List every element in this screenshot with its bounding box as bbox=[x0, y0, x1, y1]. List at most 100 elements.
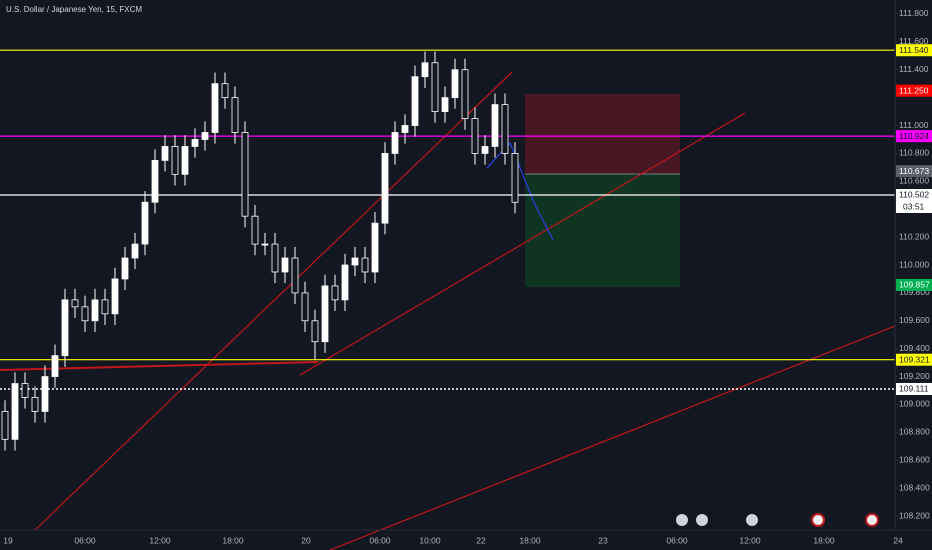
level-badge bbox=[896, 278, 932, 291]
x-tick-label: 06:00 bbox=[74, 535, 96, 545]
candle-body bbox=[441, 97, 449, 112]
candle-body bbox=[81, 306, 89, 322]
y-tick-label: 108.600 bbox=[899, 455, 930, 465]
countdown-label: 03:51 bbox=[903, 202, 925, 212]
level-badge bbox=[896, 382, 932, 395]
candle-body bbox=[311, 320, 319, 343]
level-badge-label: 111.540 bbox=[899, 45, 929, 55]
candle-body bbox=[171, 146, 179, 175]
candle-body bbox=[71, 299, 79, 308]
candle-body bbox=[351, 257, 359, 266]
chart-title: U.S. Dollar / Japanese Yen, 15, FXCM bbox=[6, 5, 142, 14]
level-badge-label: 110.924 bbox=[899, 131, 929, 141]
y-tick-label: 108.800 bbox=[899, 427, 930, 437]
candle-body bbox=[241, 132, 249, 217]
level-badge-label: 110.502 bbox=[899, 190, 929, 200]
candle-body bbox=[201, 132, 209, 140]
x-tick-label: 20 bbox=[301, 535, 311, 545]
x-tick-label: 12:00 bbox=[149, 535, 171, 545]
y-tick-label: 111.400 bbox=[899, 64, 929, 74]
candle-body bbox=[381, 153, 389, 224]
candle-body bbox=[511, 153, 519, 203]
y-tick-label: 110.800 bbox=[899, 148, 929, 158]
x-tick-label: 18:00 bbox=[519, 535, 541, 545]
y-tick-label: 110.200 bbox=[899, 231, 929, 241]
level-badge-label: 110.673 bbox=[899, 166, 929, 176]
target-zone bbox=[525, 174, 680, 287]
candle-body bbox=[91, 299, 99, 322]
candle-body bbox=[161, 146, 169, 161]
x-tick-label: 22 bbox=[476, 535, 486, 545]
level-badge bbox=[896, 84, 932, 97]
candle-body bbox=[361, 257, 369, 273]
candle-body bbox=[11, 383, 19, 440]
candle-body bbox=[121, 257, 129, 280]
candle-body bbox=[101, 299, 109, 315]
y-tick-label: 109.400 bbox=[899, 343, 930, 353]
event-icon bbox=[696, 514, 708, 526]
level-badge bbox=[896, 188, 932, 201]
candle-body bbox=[221, 83, 229, 99]
candle-body bbox=[31, 397, 39, 412]
y-tick-label: 111.000 bbox=[899, 120, 929, 130]
candle-body bbox=[1, 411, 9, 440]
candle-body bbox=[21, 383, 29, 398]
candle-body bbox=[181, 146, 189, 175]
x-tick-label: 18:00 bbox=[813, 535, 835, 545]
x-tick-label: 23 bbox=[598, 535, 608, 545]
y-tick-label: 109.200 bbox=[899, 371, 930, 381]
candle-body bbox=[261, 243, 269, 246]
candle-body bbox=[301, 292, 309, 322]
candle-body bbox=[271, 243, 279, 273]
level-badge bbox=[896, 44, 932, 57]
candle-body bbox=[291, 257, 299, 294]
candle-body bbox=[481, 146, 489, 154]
candle-body bbox=[391, 132, 399, 154]
candle-body bbox=[331, 285, 339, 301]
candle-body bbox=[451, 69, 459, 99]
candles bbox=[1, 51, 519, 451]
y-tick-label: 111.800 bbox=[899, 8, 929, 18]
candle-body bbox=[411, 76, 419, 126]
candle-body bbox=[371, 222, 379, 273]
x-tick-label: 06:00 bbox=[666, 535, 688, 545]
candle-body bbox=[401, 125, 409, 133]
candle-body bbox=[211, 83, 219, 133]
level-badge-label: 109.857 bbox=[899, 280, 930, 290]
candle-body bbox=[191, 139, 199, 147]
y-tick-label: 110.600 bbox=[899, 176, 929, 186]
candle-body bbox=[151, 159, 159, 203]
trend-line bbox=[329, 323, 901, 550]
y-tick-label: 109.000 bbox=[899, 399, 930, 409]
y-tick-label: 110.000 bbox=[899, 259, 929, 269]
candle-body bbox=[41, 376, 49, 412]
trend-line bbox=[34, 71, 513, 531]
event-icon bbox=[746, 514, 758, 526]
trend-line bbox=[299, 112, 746, 376]
countdown-badge bbox=[896, 200, 932, 213]
candle-body bbox=[281, 257, 289, 273]
levels bbox=[0, 49, 895, 390]
candle-body bbox=[341, 264, 349, 301]
x-tick-label: 24 bbox=[893, 535, 903, 545]
y-tick-label: 108.200 bbox=[899, 510, 930, 520]
level-badge-label: 109.321 bbox=[899, 354, 930, 364]
level-badge-label: 109.111 bbox=[899, 384, 929, 394]
candle-body bbox=[431, 62, 439, 112]
candle-body bbox=[131, 243, 139, 259]
trend-lines bbox=[0, 71, 901, 550]
y-tick-label: 109.600 bbox=[899, 315, 930, 325]
candle-body bbox=[471, 118, 479, 154]
x-tick-label: 18:00 bbox=[222, 535, 244, 545]
projection-path bbox=[486, 141, 554, 241]
stop-zone bbox=[525, 94, 680, 174]
event-icon bbox=[811, 513, 825, 527]
event-icon bbox=[865, 513, 879, 527]
candle-body bbox=[421, 62, 429, 78]
candle-body bbox=[501, 104, 509, 154]
x-tick-label: 19 bbox=[3, 535, 13, 545]
event-icons bbox=[676, 513, 879, 527]
x-tick-label: 12:00 bbox=[739, 535, 761, 545]
y-tick-label: 111.600 bbox=[899, 36, 929, 46]
